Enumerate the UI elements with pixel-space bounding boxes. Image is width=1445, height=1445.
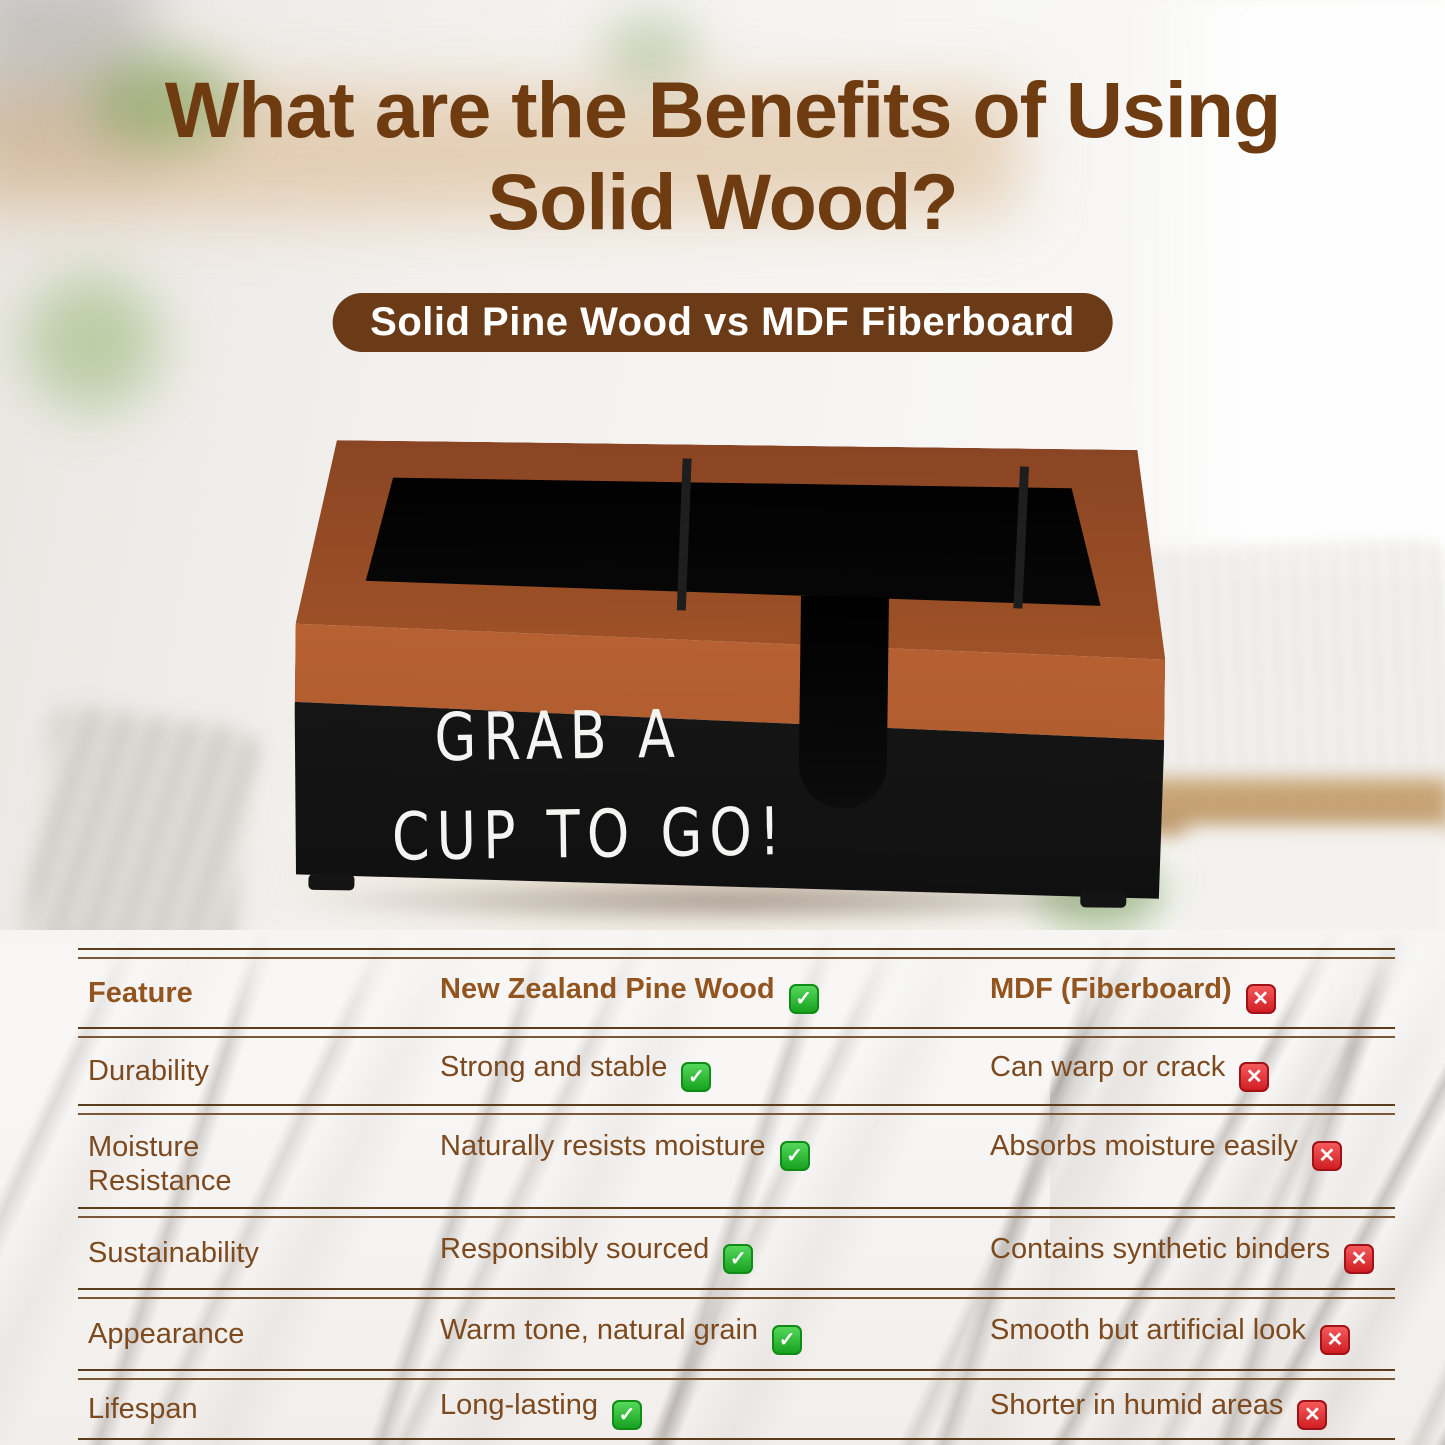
table-row-durability: Durability Strong and stable ✓ Can warp o… (78, 1038, 1395, 1104)
check-icon: ✓ (723, 1243, 754, 1274)
check-icon: ✓ (779, 1141, 810, 1171)
check-icon: ✓ (681, 1061, 712, 1092)
cross-icon: ✕ (1311, 1141, 1342, 1171)
table-divider (78, 1288, 1395, 1299)
box-foot (308, 873, 355, 891)
page-title-line2: Solid Wood? (487, 157, 958, 247)
header-feature: Feature (88, 976, 193, 1009)
table-row-lifespan: Lifespan Long-lasting ✓ Shorter in humid … (78, 1380, 1395, 1438)
cross-icon: ✕ (1297, 1399, 1328, 1430)
table-divider (78, 1104, 1395, 1115)
chalk-line2: CUP TO GO! (391, 793, 788, 876)
check-icon: ✓ (772, 1324, 803, 1355)
background-blur-plant (25, 275, 160, 410)
table-row-appearance: Appearance Warm tone, natural grain ✓ Smo… (78, 1299, 1395, 1369)
comparison-table: Feature New Zealand Pine Wood ✓ MDF (Fibe… (78, 948, 1395, 1443)
table-header-row: Feature New Zealand Pine Wood ✓ MDF (Fibe… (78, 959, 1395, 1027)
cross-icon: ✕ (1245, 983, 1276, 1014)
marble-top-fade (0, 930, 1445, 1050)
table-row-moisture-resistance: Moisture Resistance Naturally resists mo… (78, 1115, 1395, 1207)
check-icon: ✓ (612, 1399, 642, 1430)
cross-icon: ✕ (1319, 1324, 1350, 1355)
header-mdf: MDF (Fiberboard) ✕ (990, 973, 1395, 1014)
chalk-line1: GRAB A (433, 695, 683, 777)
header-pine: New Zealand Pine Wood ✓ (440, 973, 990, 1014)
chalk-text: GRAB A CUP TO GO! (390, 683, 788, 886)
page-title: What are the Benefits of Using Solid Woo… (0, 64, 1445, 249)
product-photo-wooden-organizer: GRAB A CUP TO GO! (292, 440, 1168, 911)
cross-icon: ✕ (1344, 1243, 1375, 1274)
table-row-sustainability: Sustainability Responsibly sourced ✓ Cont… (78, 1218, 1395, 1288)
cross-icon: ✕ (1239, 1061, 1270, 1092)
check-icon: ✓ (788, 983, 819, 1014)
table-divider (78, 1369, 1395, 1380)
table-divider-bottom (78, 1438, 1395, 1443)
table-divider (78, 1207, 1395, 1218)
box-foot (1080, 891, 1127, 908)
table-divider (78, 1027, 1395, 1038)
page-title-line1: What are the Benefits of Using (164, 65, 1282, 154)
table-divider (78, 948, 1395, 959)
cup-dispenser-notch (798, 595, 889, 809)
subtitle-banner: Solid Pine Wood vs MDF Fiberboard (332, 293, 1113, 352)
